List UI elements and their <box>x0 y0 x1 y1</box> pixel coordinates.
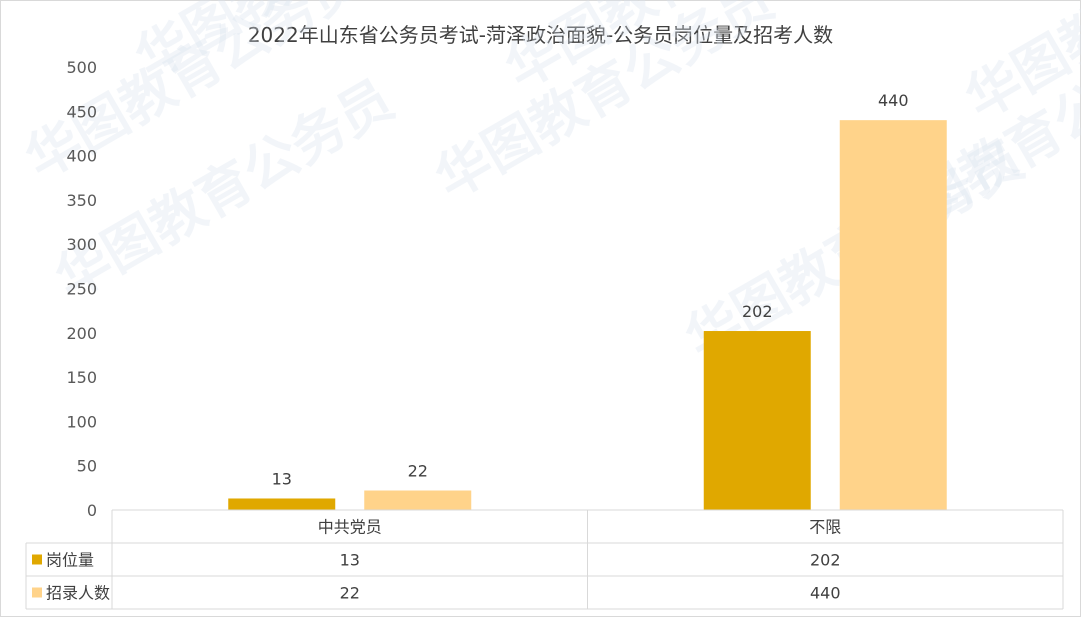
table-category-1: 不限 <box>809 518 841 537</box>
y-tick-label-0: 0 <box>87 501 97 520</box>
table-cell-1-1: 440 <box>810 584 841 603</box>
data-label-0-0: 13 <box>272 469 292 488</box>
y-tick-label-10: 500 <box>66 58 97 77</box>
legend-swatch-0 <box>32 554 42 565</box>
legend-swatch-1 <box>32 587 42 598</box>
bar-0-0 <box>228 498 336 510</box>
y-tick-label-9: 450 <box>66 102 97 121</box>
y-tick-label-3: 150 <box>66 368 97 387</box>
chart-title: 2022年山东省公务员考试-菏泽政治面貌-公务员岗位量及招考人数 <box>247 23 834 47</box>
y-axis: 0 50 100 150 200 250 300 350 400 450 500 <box>66 58 97 520</box>
y-tick-label-4: 200 <box>66 324 97 343</box>
y-tick-label-8: 400 <box>66 147 97 166</box>
y-tick-label-6: 300 <box>66 235 97 254</box>
y-tick-label-7: 350 <box>66 191 97 210</box>
data-label-1-1: 440 <box>878 91 909 110</box>
data-label-0-1: 202 <box>742 302 773 321</box>
data-labels-layer: 13 22 202 440 <box>272 91 909 488</box>
data-label-1-0: 22 <box>408 462 428 481</box>
bar-1-1 <box>839 120 947 510</box>
table-category-0: 中共党员 <box>318 518 382 537</box>
bar-0-1 <box>703 331 811 510</box>
bar-1-0 <box>364 490 472 510</box>
legend-label-1: 招录人数 <box>46 584 110 603</box>
legend-label-0: 岗位量 <box>46 551 94 570</box>
table-cell-0-1: 202 <box>810 551 841 570</box>
table-cell-0-0: 13 <box>340 551 360 570</box>
bars-layer <box>228 120 947 510</box>
y-tick-label-1: 50 <box>77 457 97 476</box>
y-tick-label-2: 100 <box>66 412 97 431</box>
table-cell-1-0: 22 <box>340 584 360 603</box>
y-tick-label-5: 250 <box>66 280 97 299</box>
